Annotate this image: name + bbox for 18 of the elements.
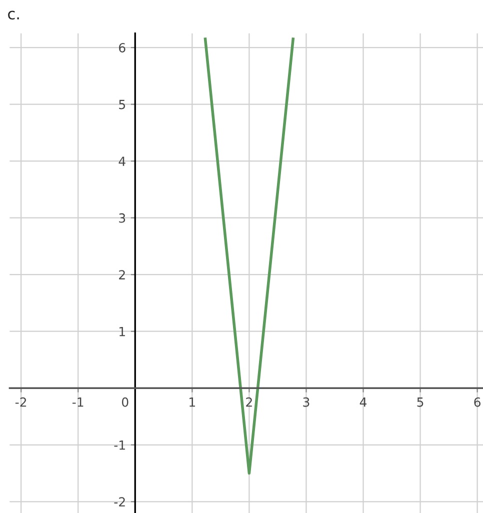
y-tick-label: -1: [114, 440, 125, 450]
y-tick-label: 4: [118, 156, 126, 166]
x-tick-label: 1: [190, 398, 195, 407]
x-tick-label: -2: [15, 397, 26, 407]
chart-title: c.: [8, 10, 19, 20]
x-tick-label: 6: [474, 397, 480, 407]
x-tick-label: -1: [72, 398, 84, 407]
x-tick-label: 3: [303, 397, 310, 407]
x-tick-label: 5: [417, 398, 424, 407]
y-tick-label: 6: [119, 43, 126, 52]
x-tick-label: 2: [246, 397, 252, 407]
x-tick-label: 4: [360, 398, 367, 407]
y-tick-label: 3: [119, 213, 126, 223]
y-tick-label: 1: [120, 326, 125, 336]
y-tick-label: 2: [119, 270, 125, 280]
x-tick-label: 0: [122, 397, 128, 407]
y-tick-label: -2: [114, 497, 125, 506]
y-tick-label: 5: [119, 100, 126, 110]
